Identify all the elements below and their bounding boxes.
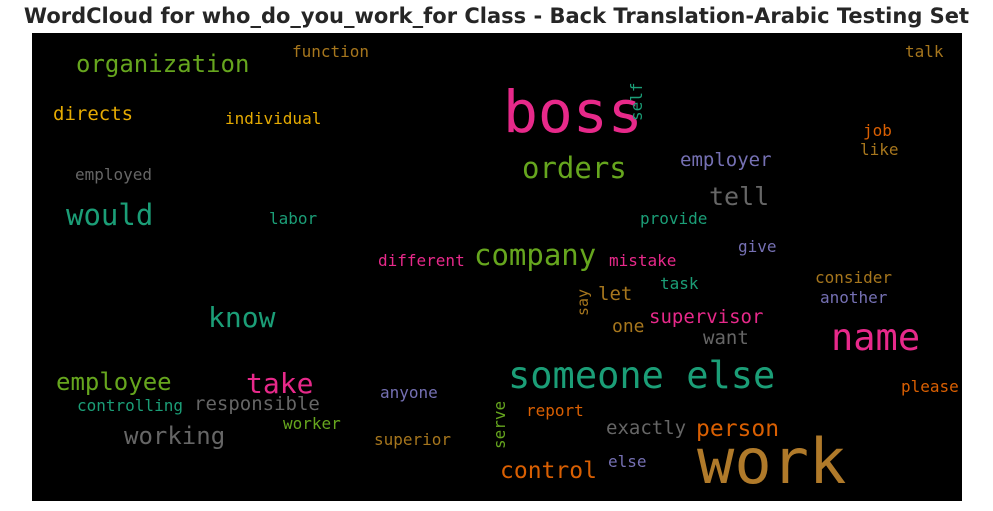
word-controlling: controlling xyxy=(77,396,183,415)
word-work: work xyxy=(697,425,847,498)
word-labor: labor xyxy=(269,209,318,228)
word-employer: employer xyxy=(680,149,772,171)
word-know: know xyxy=(208,301,276,334)
word-mistake: mistake xyxy=(609,251,677,270)
word-talk: talk xyxy=(905,42,944,61)
word-self: self xyxy=(627,82,646,121)
word-serve: serve xyxy=(490,400,509,449)
chart-title: WordCloud for who_do_you_work_for Class … xyxy=(23,4,970,28)
word-superior: superior xyxy=(374,430,452,449)
word-someone-else: someone else xyxy=(508,354,776,397)
word-task: task xyxy=(660,274,699,293)
word-report: report xyxy=(526,401,584,420)
word-worker: worker xyxy=(283,414,341,433)
word-one: one xyxy=(612,316,645,337)
word-function: function xyxy=(292,42,370,61)
word-tell: tell xyxy=(709,182,770,211)
word-employee: employee xyxy=(56,368,172,396)
word-would: would xyxy=(66,198,154,232)
word-boss: boss xyxy=(503,78,643,146)
word-take: take xyxy=(246,367,314,400)
word-another: another xyxy=(820,288,888,307)
word-supervisor: supervisor xyxy=(649,306,764,328)
word-person: person xyxy=(696,416,780,442)
word-exactly: exactly xyxy=(606,417,687,439)
word-consider: consider xyxy=(815,268,893,287)
word-control: control xyxy=(500,458,597,484)
word-company: company xyxy=(474,238,597,272)
word-individual: individual xyxy=(225,109,322,128)
word-else: else xyxy=(608,452,647,471)
word-different: different xyxy=(378,251,465,270)
word-orders: orders xyxy=(522,151,627,185)
word-working: working xyxy=(124,422,226,450)
word-give: give xyxy=(738,237,777,256)
word-anyone: anyone xyxy=(380,383,438,402)
word-like: like xyxy=(860,140,899,159)
word-provide: provide xyxy=(640,209,708,228)
word-name: name xyxy=(831,316,921,359)
word-employed: employed xyxy=(75,165,153,184)
word-directs: directs xyxy=(53,103,134,125)
word-let: let xyxy=(598,283,633,305)
word-say: say xyxy=(574,288,592,316)
wordcloud-canvas: work boss someone else name company orders wou… xyxy=(32,33,962,501)
word-organization: organization xyxy=(76,50,250,78)
word-responsible: responsible xyxy=(194,393,320,415)
word-want: want xyxy=(703,327,749,349)
word-job: job xyxy=(863,121,892,140)
word-please: please xyxy=(901,377,959,396)
